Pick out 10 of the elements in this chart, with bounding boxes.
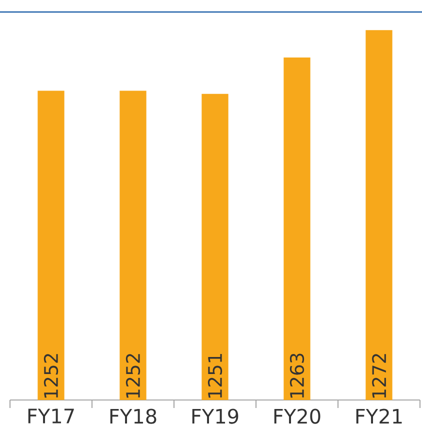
x-tick-label: FY18 <box>110 408 156 424</box>
data-label: 1272 <box>372 354 386 398</box>
x-tick-label: FY21 <box>356 408 402 424</box>
data-label: 1251 <box>208 354 222 398</box>
x-tick-label: FY17 <box>28 408 74 424</box>
x-tick-label: FY19 <box>192 408 238 424</box>
x-tick-label: FY20 <box>274 408 320 424</box>
data-label: 1252 <box>126 354 140 398</box>
data-label: 1252 <box>44 354 58 398</box>
data-label: 1263 <box>290 354 304 398</box>
